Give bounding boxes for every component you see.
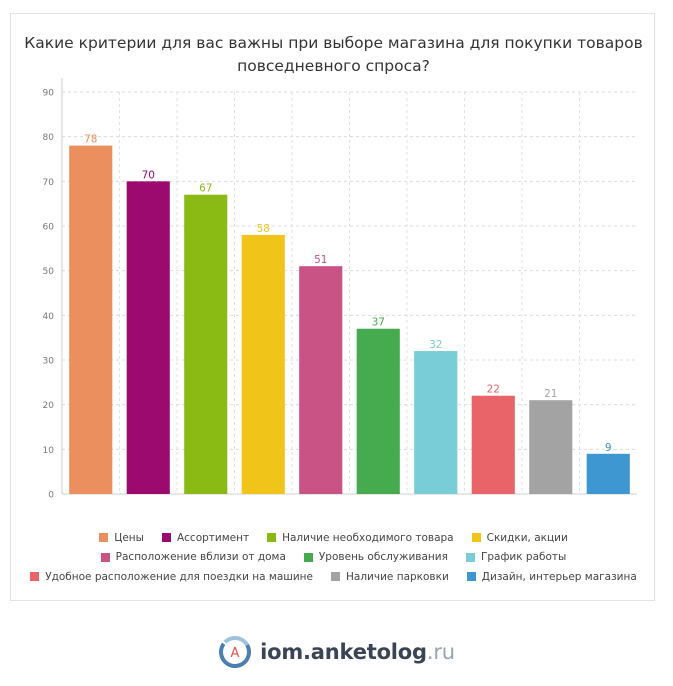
y-tick-label: 90 <box>43 89 55 99</box>
chart-title: Какие критерии для вас важны при выборе … <box>11 32 656 78</box>
legend-item[interactable]: Расположение вблизи от дома <box>100 551 286 564</box>
brand-logo-letter: A <box>231 646 240 661</box>
legend-swatch <box>161 533 171 543</box>
legend-item[interactable]: Уровень обслуживания <box>303 551 448 564</box>
chart-title-line-1: Какие критерии для вас важны при выборе … <box>24 34 643 52</box>
legend-label: Наличие необходимого товара <box>282 531 454 544</box>
y-tick-label: 30 <box>43 357 55 367</box>
y-tick-label: 0 <box>48 491 54 501</box>
chart-card: Какие критерии для вас важны при выборе … <box>10 13 655 601</box>
y-tick-label: 80 <box>43 133 55 143</box>
legend-item[interactable]: Ассортимент <box>161 531 250 544</box>
bar-8 <box>471 395 515 494</box>
legend-label: Расположение вблизи от дома <box>115 551 286 564</box>
legend-label: Удобное расположение для поездки на маши… <box>45 570 314 583</box>
legend-swatch <box>267 533 277 543</box>
legend-row: Расположение вблизи от дома Уровень обслу… <box>11 548 656 568</box>
legend-label: График работы <box>480 551 567 564</box>
legend-swatch <box>100 552 110 562</box>
legend-swatch <box>471 533 481 543</box>
bar-2 <box>126 181 170 495</box>
legend-item[interactable]: Скидки, акции <box>471 531 568 544</box>
y-tick-label: 50 <box>43 267 55 277</box>
y-tick-label: 60 <box>43 223 55 233</box>
legend-item[interactable]: Дизайн, интерьер магазина <box>466 570 637 583</box>
legend-item[interactable]: Наличие необходимого товара <box>267 532 454 544</box>
y-tick-label: 70 <box>43 178 55 188</box>
legend-swatch <box>30 572 40 582</box>
bar-value-label: 9 <box>605 442 612 454</box>
y-tick-label: 40 <box>43 312 55 322</box>
bar-value-label: 70 <box>142 169 155 181</box>
legend-swatch <box>331 572 341 582</box>
legend-item[interactable]: Цены <box>99 532 144 544</box>
bar-3 <box>184 194 228 494</box>
legend-label: Скидки, акции <box>486 531 568 544</box>
bar-value-label: 78 <box>84 134 97 146</box>
bar-value-label: 51 <box>314 254 327 266</box>
bar-value-label: 58 <box>257 223 270 235</box>
legend-swatch <box>303 552 313 562</box>
bar-chart: 0 10 20 30 40 50 60 70 80 90 78 70 67 58 51 37 32 22 21 9 <box>43 78 637 501</box>
bar-5 <box>299 266 343 494</box>
brand-name: iom.anketolog.ru <box>260 640 455 664</box>
brand-name-main: iom.anketolog <box>260 640 427 664</box>
legend-swatch <box>465 552 475 562</box>
legend-item[interactable]: Наличие парковки <box>331 571 449 583</box>
bar-value-label: 22 <box>487 384 500 396</box>
bar-4 <box>241 234 285 494</box>
brand-name-tld: .ru <box>426 640 455 664</box>
legend-row: Удобное расположение для поездки на маши… <box>11 567 656 587</box>
anketolog-logo-icon: A <box>219 636 252 668</box>
legend-item[interactable]: График работы <box>465 551 567 564</box>
legend-label: Ассортимент <box>176 531 250 544</box>
legend-label: Цены <box>114 531 144 544</box>
brand-footer: A iom.anketolog.ru <box>0 632 673 672</box>
legend-row: Цены Ассортимент Наличие необходимого това… <box>11 528 656 548</box>
bar-7 <box>414 351 458 494</box>
legend-label: Наличие парковки <box>346 570 449 583</box>
bar-value-label: 67 <box>199 183 212 195</box>
bar-6 <box>356 328 400 494</box>
legend-label: Дизайн, интерьер магазина <box>481 570 637 583</box>
bar-1 <box>69 145 113 494</box>
chart-legend: Цены Ассортимент Наличие необходимого това… <box>11 528 656 587</box>
chart-title-line-2: повседневного спроса? <box>237 57 430 75</box>
y-tick-label: 10 <box>43 446 55 456</box>
bar-value-label: 21 <box>544 388 557 400</box>
y-tick-label: 20 <box>43 401 55 411</box>
legend-label: Уровень обслуживания <box>318 551 448 564</box>
bar-value-label: 37 <box>372 317 385 329</box>
bar-10 <box>586 453 630 494</box>
bar-value-label: 32 <box>429 339 442 351</box>
legend-item[interactable]: Удобное расположение для поездки на маши… <box>30 571 313 583</box>
legend-swatch <box>99 533 109 543</box>
legend-swatch <box>466 572 476 582</box>
bar-9 <box>529 400 573 494</box>
